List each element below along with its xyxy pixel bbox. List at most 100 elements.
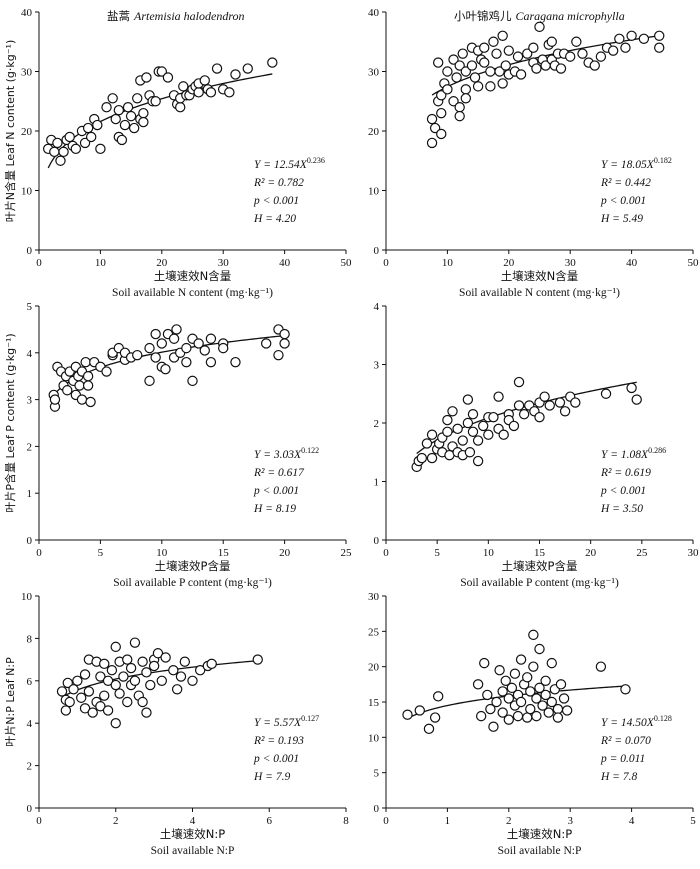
- y-tick-label: 8: [27, 633, 33, 645]
- data-point: [128, 122, 140, 134]
- data-point: [55, 155, 66, 166]
- y-tick-label: 30: [368, 67, 380, 79]
- data-point: [654, 42, 665, 53]
- panel-a-leaf-n-artemisia: 0 10 20 30 40 50 0 10 20 30 40 土壤速效N含量 Soil availabl…: [3, 7, 352, 299]
- x-axis-label-en: Soil available P content (mg·kg⁻¹): [113, 577, 272, 589]
- data-point: [110, 641, 121, 653]
- data-point: [454, 60, 465, 71]
- data-point: [426, 137, 438, 149]
- data-point: [64, 131, 75, 143]
- x-tick-label: 30: [688, 547, 700, 559]
- data-point: [460, 84, 472, 95]
- data-point: [448, 54, 459, 65]
- r-squared: R² = 0.070: [600, 735, 651, 747]
- data-point: [472, 81, 484, 92]
- equation-base: Y = 1.08X: [601, 449, 649, 461]
- x-tick-label: 0: [36, 257, 42, 269]
- data-point: [485, 81, 496, 92]
- y-tick-label: 15: [368, 697, 380, 709]
- data-point: [491, 696, 502, 708]
- y-tick-label: 0: [27, 535, 33, 547]
- data-point: [79, 703, 91, 714]
- data-point: [52, 137, 63, 149]
- data-point: [80, 356, 91, 368]
- data-point: [537, 700, 548, 711]
- data-point: [426, 429, 438, 440]
- data-point: [156, 338, 167, 349]
- data-point: [230, 356, 241, 368]
- data-point: [543, 707, 554, 718]
- data-point: [432, 57, 444, 68]
- x-tick-label: 30: [565, 257, 577, 269]
- data-point: [522, 672, 533, 683]
- r-squared: R² = 0.193: [253, 735, 304, 747]
- data-point: [150, 96, 161, 107]
- data-point: [442, 414, 453, 426]
- data-point: [181, 356, 192, 368]
- data-point: [79, 669, 91, 680]
- data-point: [211, 63, 223, 74]
- data-point: [137, 656, 148, 667]
- p-value: p < 0.001: [253, 485, 299, 497]
- data-point: [56, 686, 68, 697]
- data-point: [454, 110, 465, 122]
- x-tick-label: 15: [218, 547, 230, 559]
- data-point: [132, 93, 143, 104]
- regression-equation: Y = 12.54X0.236: [254, 156, 325, 171]
- panel-f-leaf-np-caragana: 0 1 2 3 4 5 0 5 10 15 20 25 30 土壤速效N:P Soil available …: [368, 591, 696, 857]
- data-point: [515, 654, 527, 665]
- data-point: [552, 703, 564, 715]
- data-point: [472, 455, 484, 467]
- data-point: [462, 394, 474, 405]
- h-value: H = 3.50: [600, 503, 643, 515]
- y-tick-label: 10: [368, 186, 380, 198]
- data-point: [531, 693, 542, 704]
- data-point: [242, 63, 253, 74]
- data-point: [571, 36, 582, 47]
- data-point: [626, 30, 637, 41]
- data-point: [160, 363, 171, 375]
- data-point: [129, 637, 141, 648]
- x-axis-label-en: Soil available N content (mg·kg⁻¹): [112, 287, 273, 299]
- data-point: [589, 60, 600, 71]
- data-point: [145, 679, 156, 691]
- data-point: [457, 435, 468, 446]
- y-tick-label: 30: [21, 67, 33, 79]
- data-point: [60, 705, 72, 716]
- data-point: [49, 146, 60, 158]
- data-point: [482, 689, 493, 701]
- r-squared: R² = 0.442: [600, 177, 651, 189]
- equation-base: Y = 18.05X: [601, 159, 655, 171]
- data-point: [114, 688, 125, 699]
- fitted-power-curve: [47, 73, 273, 169]
- y-tick-label: 4: [27, 348, 33, 360]
- data-point: [436, 107, 447, 119]
- equation-exponent: 0.127: [301, 714, 319, 723]
- data-point: [508, 420, 520, 432]
- x-tick-label: 0: [36, 547, 42, 559]
- data-point: [498, 429, 509, 440]
- h-value: H = 7.9: [253, 771, 290, 783]
- data-point: [162, 72, 174, 83]
- data-point: [72, 675, 83, 687]
- data-point: [479, 657, 490, 669]
- y-tick-label: 1: [374, 477, 380, 489]
- data-point: [95, 671, 106, 682]
- x-tick-label: 6: [267, 815, 273, 827]
- data-point: [150, 328, 161, 340]
- data-point: [506, 682, 518, 694]
- x-axis-label-cn: 土壤速效P含量: [502, 559, 578, 573]
- data-point: [122, 654, 133, 665]
- y-tick-label: 5: [374, 768, 380, 780]
- y-tick-label: 20: [21, 126, 33, 138]
- x-tick-label: 5: [690, 815, 696, 827]
- data-point: [122, 696, 133, 708]
- y-tick-label: 2: [374, 418, 380, 430]
- equation-exponent: 0.128: [654, 714, 672, 723]
- x-axis-label-en: Soil available N content (mg·kg⁻¹): [459, 287, 620, 299]
- x-tick-label: 50: [688, 257, 700, 269]
- data-point: [531, 63, 542, 74]
- x-tick-label: 20: [156, 257, 168, 269]
- data-point: [116, 134, 128, 146]
- data-point: [279, 328, 290, 340]
